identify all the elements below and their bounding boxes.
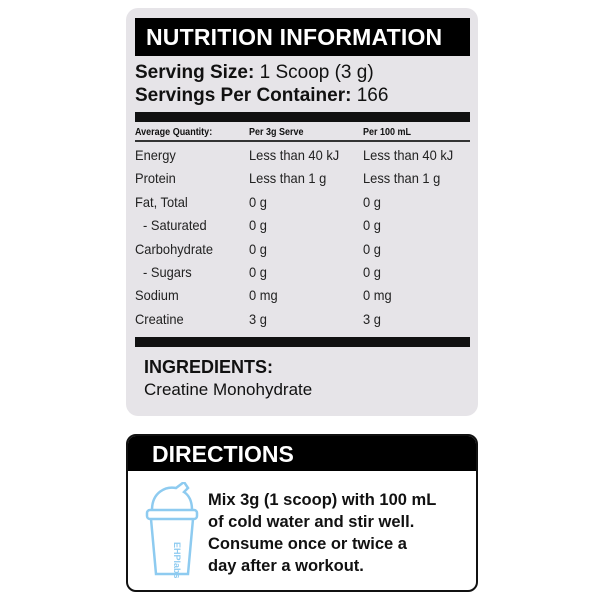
nutrient-name: Sodium <box>135 287 179 304</box>
table-cell: Less than 1 g <box>363 170 441 187</box>
nutrient-name: Protein <box>135 170 176 187</box>
serving-size-label: Serving Size: <box>135 62 255 83</box>
serving-size-value: 1 Scoop (3 g) <box>259 62 374 83</box>
table-cell: Less than 40 kJ <box>363 147 454 163</box>
shaker-cup-icon: EHPlabs <box>145 482 199 578</box>
table-row: Energy Less than 40 kJ Less than 40 kJ <box>135 147 470 170</box>
nutrition-panel: NUTRITION INFORMATION Serving Size: 1 Sc… <box>126 8 478 416</box>
divider-bar <box>135 112 470 122</box>
table-cell: 0 g <box>249 264 267 280</box>
directions-line: day after a workout. <box>208 557 364 575</box>
table-row: Creatine 3 g 3 g <box>135 311 470 334</box>
directions-line: Consume once or twice a <box>208 535 407 553</box>
column-header: Per 100 mL <box>363 127 412 138</box>
nutrition-title: NUTRITION INFORMATION <box>135 18 470 56</box>
directions-title: DIRECTIONS <box>128 436 476 471</box>
table-cell: Less than 1 g <box>249 170 327 187</box>
directions-line: Mix 3g (1 scoop) with 100 mL <box>208 491 437 509</box>
column-header: Per 3g Serve <box>249 127 304 138</box>
table-row: Fat, Total 0 g 0 g <box>135 194 470 217</box>
nutrient-name: Creatine <box>135 310 184 327</box>
table-cell: 0 g <box>363 193 381 210</box>
table-cell: 0 g <box>363 217 381 234</box>
table-cell: 0 g <box>249 217 267 234</box>
table-row: Sodium 0 mg 0 mg <box>135 287 470 310</box>
table-row: Carbohydrate 0 g 0 g <box>135 241 470 264</box>
servings-label: Servings Per Container: <box>135 85 352 106</box>
nutrient-name: Carbohydrate <box>135 240 214 257</box>
servings-per-container: Servings Per Container: 166 <box>135 85 388 107</box>
logo-text: EHPlabs <box>172 542 182 578</box>
table-row: - Saturated 0 g 0 g <box>135 217 470 240</box>
table-cell: 0 g <box>363 240 381 257</box>
directions-box: DIRECTIONS EHPlabs Mix 3g (1 scoop) with… <box>126 434 478 592</box>
directions-line: of cold water and stir well. <box>208 513 415 531</box>
table-row: Protein Less than 1 g Less than 1 g <box>135 170 470 193</box>
nutrient-name: Fat, Total <box>135 193 188 210</box>
table-cell: 0 g <box>363 264 381 280</box>
table-cell: 3 g <box>363 310 381 327</box>
table-cell: Less than 40 kJ <box>249 147 340 163</box>
table-cell: 0 g <box>249 240 267 257</box>
ingredients-value: Creatine Monohydrate <box>144 380 313 399</box>
serving-size: Serving Size: 1 Scoop (3 g) <box>135 62 374 84</box>
servings-value: 166 <box>356 85 389 106</box>
nutrient-name: Energy <box>135 147 176 163</box>
table-cell: 3 g <box>249 310 267 327</box>
directions-text: Mix 3g (1 scoop) with 100 mL of cold wat… <box>208 489 476 577</box>
header-divider <box>135 140 470 142</box>
column-header: Average Quantity: <box>135 127 213 138</box>
nutrient-name: - Sugars <box>143 264 192 280</box>
table-row: - Sugars 0 g 0 g <box>135 264 470 287</box>
nutrient-name: - Saturated <box>143 217 207 234</box>
table-cell: 0 mg <box>363 287 392 304</box>
divider-bar <box>135 337 470 347</box>
ingredients-title: INGREDIENTS: <box>144 357 274 377</box>
table-cell: 0 g <box>249 193 267 210</box>
table-cell: 0 mg <box>249 287 278 304</box>
